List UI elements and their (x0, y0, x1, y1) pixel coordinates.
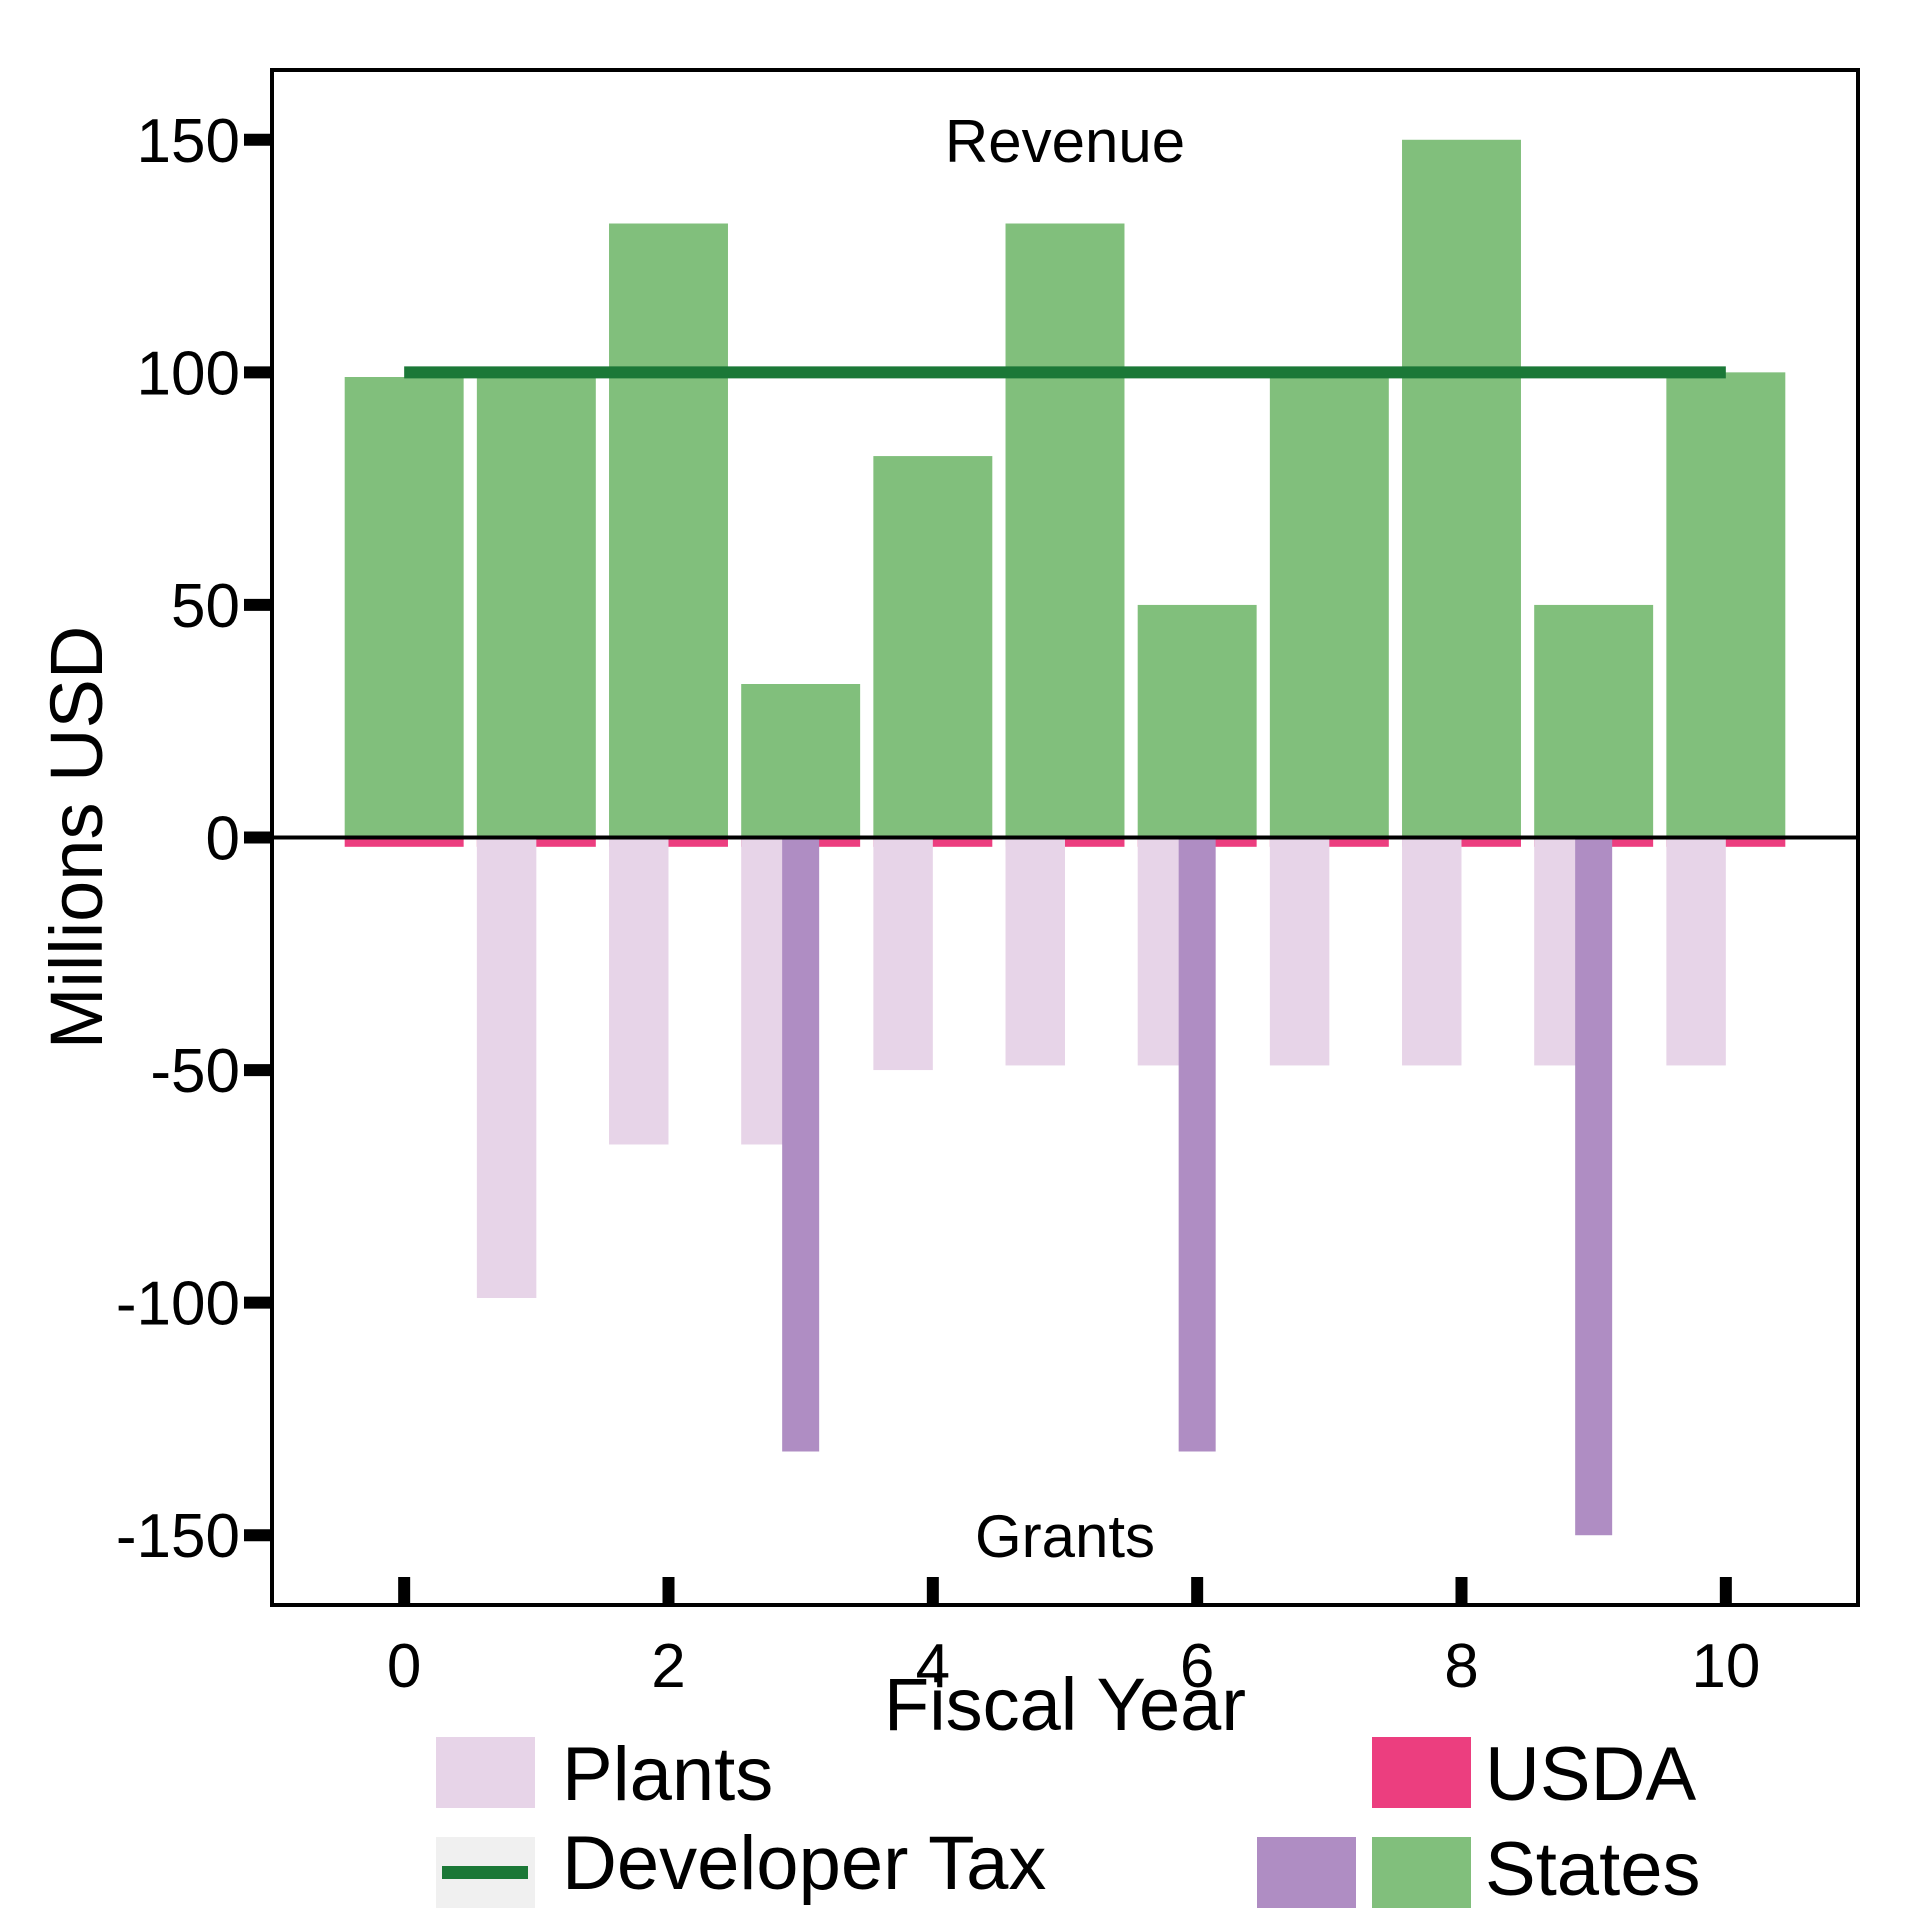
bar-usda-0 (344, 837, 464, 847)
legend-label-usda: USDA (1485, 1732, 1696, 1817)
y-tick-label-150: 150 (137, 107, 240, 176)
tick-layer: 150 100 50 0 -50 -100 -150 0 2 4 6 8 10 (116, 107, 1760, 1701)
bar-usda-4 (873, 837, 993, 847)
bar-plants-2 (609, 837, 669, 1145)
x-tick-label-10: 10 (1691, 1632, 1760, 1701)
bar-plants-1 (476, 837, 537, 1298)
legend-swatch-developer-tax (442, 1866, 528, 1879)
y-tick-label--100: -100 (116, 1270, 240, 1339)
bar-plants-10 (1666, 837, 1726, 1066)
x-tick-label-0: 0 (387, 1632, 421, 1701)
bar-purple-9 (1575, 837, 1613, 1536)
bar-states-5 (1005, 223, 1125, 838)
y-tick-label--50: -50 (150, 1037, 240, 1106)
legend-label-states: States (1485, 1827, 1700, 1912)
bar-purple-3 (782, 837, 820, 1452)
legend-swatch-states-purple (1257, 1837, 1356, 1908)
legend-label-developer-tax: Developer Tax (562, 1821, 1046, 1906)
y-axis-title: Millions USD (35, 626, 118, 1050)
bar-states-6 (1137, 604, 1257, 838)
bar-layer (344, 139, 1786, 1536)
y-tick-label-50: 50 (171, 572, 240, 641)
x-tick-label-2: 2 (651, 1632, 685, 1701)
bar-states-1 (476, 372, 596, 838)
x-tick-label-4: 4 (916, 1632, 950, 1701)
bar-plants-5 (1005, 837, 1065, 1066)
bar-usda-1 (476, 837, 596, 847)
legend: Plants Developer Tax USDA States (436, 1732, 1700, 1912)
bar-plants-7 (1269, 837, 1330, 1066)
bar-states-10 (1666, 372, 1786, 838)
bar-states-4 (873, 456, 993, 838)
annotation-grants: Grants (975, 1503, 1155, 1570)
x-axis-title: Fiscal Year (884, 1663, 1246, 1746)
y-tick-label-0: 0 (206, 805, 240, 874)
legend-swatch-states (1372, 1837, 1471, 1908)
bar-states-2 (609, 223, 728, 838)
bar-states-8 (1402, 139, 1521, 838)
bar-plants-4 (873, 837, 933, 1071)
legend-label-plants: Plants (562, 1732, 773, 1817)
bar-states-9 (1534, 604, 1654, 838)
x-tick-label-6: 6 (1180, 1632, 1214, 1701)
y-tick-label-100: 100 (137, 339, 240, 408)
legend-swatch-plants (436, 1737, 535, 1808)
bar-purple-6 (1178, 837, 1216, 1452)
y-tick-label--150: -150 (116, 1502, 240, 1571)
bar-plants-8 (1402, 837, 1462, 1066)
bar-states-3 (741, 684, 861, 838)
legend-swatch-usda (1372, 1737, 1471, 1808)
bar-states-7 (1269, 372, 1389, 838)
annotation-revenue: Revenue (945, 108, 1185, 175)
x-tick-label-8: 8 (1444, 1632, 1478, 1701)
bar-states-0 (344, 377, 464, 838)
